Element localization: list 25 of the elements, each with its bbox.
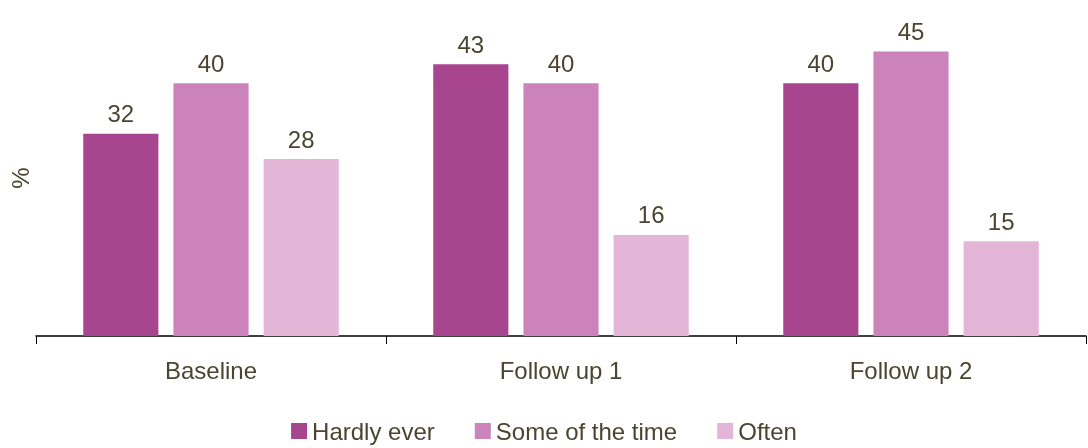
legend-label: Hardly ever [312,417,435,445]
bar [783,83,859,336]
bar [963,241,1039,336]
bar [523,83,599,336]
data-label: 32 [107,100,135,128]
data-label: 16 [637,201,665,229]
bar [433,64,509,336]
data-label: 45 [897,18,925,46]
x-tick-label: Follow up 1 [499,356,623,384]
bar [263,159,339,336]
legend-label: Some of the time [495,417,678,445]
y-axis-title: % [6,167,34,189]
data-label: 43 [457,30,485,58]
data-label: 40 [547,49,575,77]
data-label: 40 [807,49,835,77]
legend-label: Often [738,417,797,445]
data-label: 40 [197,49,225,77]
bar [613,234,689,336]
bar [83,133,159,336]
data-label: 28 [287,125,315,153]
x-tick-label: Baseline [164,356,258,384]
x-tick-label: Follow up 2 [849,356,973,384]
bar [873,51,949,336]
data-label: 15 [987,207,1015,235]
bar [173,83,249,336]
